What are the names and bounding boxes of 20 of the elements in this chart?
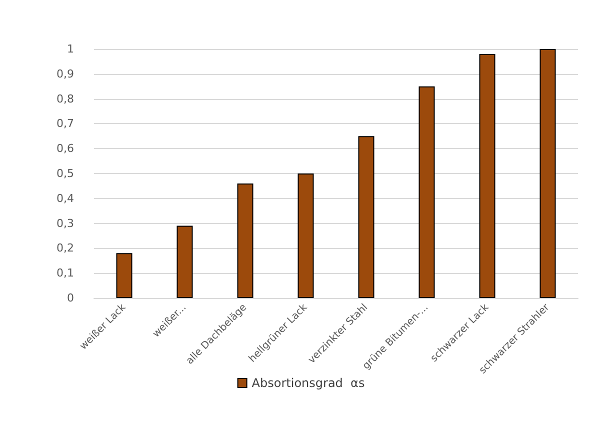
y-tick-label: 0,6: [56, 142, 74, 156]
bar: [176, 226, 193, 298]
legend-label: Absortionsgrad αs: [252, 376, 365, 390]
y-tick-label: 0,9: [56, 67, 74, 80]
bar: [479, 54, 496, 298]
y-tick-label: 0,2: [56, 242, 74, 255]
y-tick-label: 0,1: [56, 266, 74, 280]
bar: [298, 174, 314, 298]
y-tick-label: 1: [67, 42, 74, 56]
y-tick-label: 0,3: [56, 216, 74, 230]
y-tick-label: 0: [67, 292, 74, 304]
bar: [540, 49, 556, 298]
bar: [116, 253, 132, 298]
bar: [358, 136, 374, 298]
bar: [237, 183, 254, 298]
y-tick-label: 0,5: [56, 167, 74, 180]
bar: [418, 86, 435, 298]
y-tick-label: 0,4: [56, 192, 74, 205]
y-tick-label: 0,8: [56, 92, 74, 106]
y-tick-label: 0,7: [56, 117, 74, 130]
